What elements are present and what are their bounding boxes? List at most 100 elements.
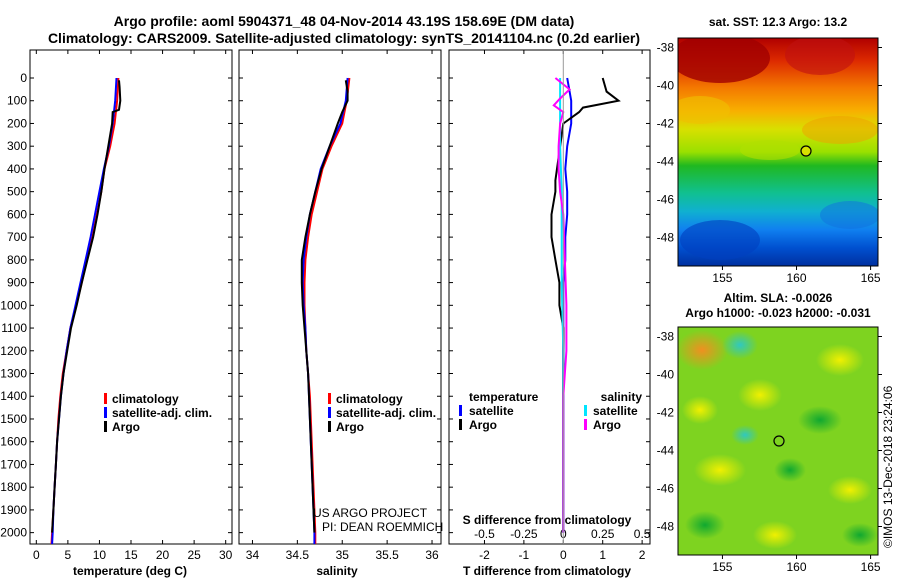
legend-swatch-t-satellite — [459, 405, 462, 416]
lat-tick-label: -46 — [657, 482, 675, 496]
x-tick-label: 36 — [425, 548, 439, 562]
s-tick-label: -0.5 — [474, 527, 495, 541]
x-tick-label: 34 — [246, 548, 260, 562]
salinity-panel: 34 34.5 35 35.5 36 salinity climatology sate… — [238, 49, 443, 578]
lon-tick-label: 165 — [861, 560, 881, 574]
x-tick-label: 25 — [187, 548, 201, 562]
difference-legend: temperature satellite Argo salinity sate… — [459, 390, 642, 432]
x-tick-label: -2 — [479, 548, 490, 562]
legend-swatch-climatology — [104, 393, 107, 404]
x-tick-label: 34.5 — [286, 548, 310, 562]
sst-map-title: sat. SST: 12.3 Argo: 13.2 — [709, 15, 848, 29]
sla-map-panel: Altim. SLA: -0.0026 Argo h1000: -0.023 h… — [657, 291, 882, 574]
legend-s-argo: Argo — [593, 418, 621, 432]
sla-map-subtitle: Argo h1000: -0.023 h2000: -0.031 — [685, 306, 871, 320]
x-tick-label: 15 — [124, 548, 138, 562]
s-tick-label: -0.25 — [510, 527, 538, 541]
y-tick-label: 500 — [7, 185, 27, 199]
salinity-axis-label: salinity — [316, 564, 358, 578]
legend-t-satellite: satellite — [469, 404, 514, 418]
sst-heatmap — [678, 38, 878, 266]
y-tick-label: 1100 — [1, 321, 27, 335]
y-tick-label: 0 — [20, 71, 27, 85]
x-tick-label: 0 — [560, 548, 567, 562]
legend-swatch-argo — [328, 421, 331, 432]
legend-satellite-adj: satellite-adj. clim. — [112, 406, 212, 420]
lat-tick-label: -44 — [657, 155, 675, 169]
lon-tick-label: 155 — [712, 271, 732, 285]
legend-climatology: climatology — [112, 392, 179, 406]
x-tick-label: 20 — [156, 548, 170, 562]
series-line-argo — [51, 80, 122, 533]
figure-title-line2: Climatology: CARS2009. Satellite-adjuste… — [48, 30, 640, 46]
sst-map-panel: sat. SST: 12.3 Argo: 13.2 -38 -40 -42 -44 -4… — [657, 15, 882, 285]
lon-tick-label: 165 — [861, 271, 881, 285]
x-tick-label: 35 — [336, 548, 350, 562]
sla-map-frame — [677, 326, 879, 556]
legend-swatch-t-argo — [459, 419, 462, 430]
x-tick-label: 30 — [219, 548, 233, 562]
sla-heatmap — [678, 327, 878, 555]
lon-tick-label: 160 — [787, 271, 807, 285]
x-tick-label: 5 — [65, 548, 72, 562]
temperature-axis-label: temperature (deg C) — [73, 564, 187, 578]
legend-swatch-s-argo — [584, 419, 587, 430]
series-line-satellite-adj-clim — [51, 77, 118, 545]
salinity-plot-frame — [238, 49, 442, 545]
y-tick-label: 1600 — [0, 435, 27, 449]
legend-salinity-title: salinity — [601, 390, 643, 404]
lon-tick-label: 160 — [787, 560, 807, 574]
argo-float-marker — [773, 435, 785, 447]
x-tick-label: 0 — [33, 548, 40, 562]
y-tick-label: 800 — [7, 253, 27, 267]
y-tick-label: 100 — [7, 94, 27, 108]
temperature-panel: 0100200300400500600700800900100011001200… — [0, 49, 233, 578]
legend-swatch-climatology — [328, 393, 331, 404]
lat-tick-label: -48 — [657, 520, 675, 534]
legend-t-argo: Argo — [469, 418, 497, 432]
legend-swatch-argo — [104, 421, 107, 432]
legend-swatch-s-satellite — [584, 405, 587, 416]
y-tick-label: 700 — [7, 230, 27, 244]
lat-tick-label: -40 — [657, 79, 675, 93]
y-tick-label: 1300 — [0, 367, 27, 381]
argo-float-marker — [800, 145, 812, 157]
lat-tick-label: -42 — [657, 117, 675, 131]
temperature-legend: climatology satellite-adj. clim. Argo — [104, 392, 212, 434]
y-tick-label: 1800 — [0, 480, 27, 494]
y-tick-label: 400 — [7, 162, 27, 176]
y-tick-label: 1400 — [0, 389, 27, 403]
y-tick-label: 2000 — [0, 526, 27, 540]
legend-satellite-adj: satellite-adj. clim. — [336, 406, 436, 420]
x-tick-label: -1 — [519, 548, 530, 562]
y-tick-label: 1500 — [0, 412, 27, 426]
lat-tick-label: -38 — [657, 41, 675, 55]
sla-map-title: Altim. SLA: -0.0026 — [724, 291, 833, 305]
difference-plot-frame — [448, 49, 651, 545]
y-tick-label: 200 — [7, 116, 27, 130]
y-tick-label: 300 — [7, 139, 27, 153]
x-tick-label: 2 — [639, 548, 646, 562]
x-tick-label: 10 — [93, 548, 107, 562]
x-tick-label: 1 — [599, 548, 606, 562]
series-line-satellite-adj-clim — [301, 77, 349, 544]
legend-s-satellite: satellite — [593, 404, 638, 418]
salinity-legend: climatology satellite-adj. clim. Argo — [328, 392, 436, 434]
lat-tick-label: -46 — [657, 193, 675, 207]
imos-watermark: ©IMOS 13-Dec-2018 23:24:06 — [881, 385, 895, 548]
lat-tick-label: -42 — [657, 406, 675, 420]
lat-tick-label: -48 — [657, 231, 675, 245]
series-line-argo — [300, 80, 349, 533]
t-difference-axis-label: T difference from climatology — [463, 564, 631, 578]
y-tick-label: 600 — [7, 207, 27, 221]
figure-title-line1: Argo profile: aoml 5904371_48 04-Nov-201… — [114, 13, 575, 29]
lat-tick-label: -44 — [657, 444, 675, 458]
x-tick-label: 35.5 — [375, 548, 399, 562]
credit-project: US ARGO PROJECT — [313, 506, 428, 520]
s-tick-label: 0.5 — [634, 527, 651, 541]
series-line-salinity-argo — [552, 77, 572, 533]
lon-tick-label: 155 — [712, 560, 732, 574]
legend-swatch-satellite-adj — [328, 407, 331, 418]
